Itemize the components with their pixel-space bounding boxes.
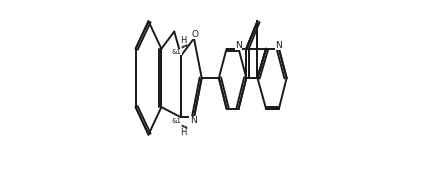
Text: O: O [192,30,199,39]
Text: H: H [180,128,186,137]
Text: H: H [180,36,186,45]
Text: N: N [190,116,196,125]
Text: &1: &1 [172,118,182,124]
Text: N: N [276,41,282,50]
Text: N: N [235,41,242,50]
Text: &1: &1 [172,49,182,55]
